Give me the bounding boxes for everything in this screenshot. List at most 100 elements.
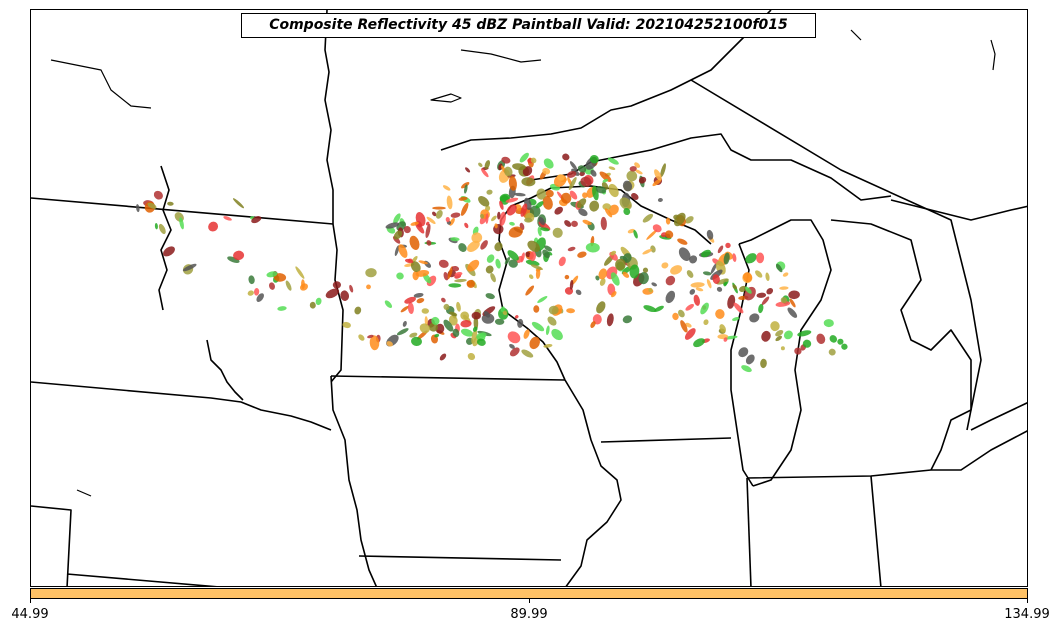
reflectivity-blob [579,171,585,177]
reflectivity-blob [837,338,844,345]
reflectivity-blob [789,298,796,308]
reflectivity-blob [642,213,654,223]
reflectivity-blob [582,192,588,199]
reflectivity-blob [542,167,551,175]
sd-ne-border [31,381,332,431]
reflectivity-blob [701,249,711,258]
reflectivity-blob [622,180,633,192]
reflectivity-blob [629,264,640,279]
reflectivity-blob [295,266,305,279]
reflectivity-blob [742,272,753,283]
reflectivity-blob [551,328,563,341]
reflectivity-blob [543,343,553,348]
reflectivity-blob [499,200,504,210]
reflectivity-blob [530,264,543,271]
reflectivity-blob [509,347,520,357]
state-boundaries [31,10,1027,586]
reflectivity-blob [582,219,592,226]
reflectivity-blob [158,223,166,235]
reflectivity-blob [634,162,641,168]
reflectivity-blob [525,251,531,258]
reflectivity-blob [685,322,692,328]
reflectivity-blob [629,166,637,172]
reflectivity-blob [756,252,765,264]
map-panel [30,9,1028,587]
reflectivity-blob [775,301,791,307]
reflectivity-blob [611,291,617,298]
reflectivity-blob [467,259,480,272]
reflectivity-blob [569,279,574,290]
reflectivity-blob [536,188,547,200]
reflectivity-blob [554,206,563,215]
reflectivity-blob [608,204,619,216]
reflectivity-blob [460,202,469,216]
missouri-river-sd [206,339,244,401]
reflectivity-blob [366,284,371,290]
reflectivity-blob [354,306,362,315]
reflectivity-blob [610,250,617,256]
reflectivity-blob [755,270,763,278]
reflectivity-blob [384,300,393,309]
reflectivity-blob [485,293,495,300]
reflectivity-blob [431,316,440,325]
reflectivity-blob [256,293,264,302]
reflectivity-blob [758,303,764,314]
mn-ia-border [330,375,566,381]
reflectivity-blob [770,321,780,332]
reflectivity-blob [841,343,848,350]
reflectivity-blob [622,253,632,263]
reflectivity-blob [167,201,174,206]
reflectivity-blob [745,354,755,365]
map-title: Composite Reflectivity 45 dBZ Paintball … [241,13,816,38]
reflectivity-blob [660,163,666,178]
reflectivity-blob [411,336,422,347]
reflectivity-blob [689,255,698,264]
reflectivity-blob [575,289,582,296]
ne-ks-border [31,505,72,586]
reflectivity-blob [782,272,789,277]
reflectivity-blob [147,202,157,209]
reflectivity-blob [529,336,540,350]
reflectivity-blob [452,328,460,338]
reflectivity-blob [400,305,409,313]
reflectivity-blob [485,265,494,274]
reflectivity-blob [508,226,523,238]
il-wi-border [600,437,732,443]
lake-michigan-east [738,219,832,487]
reflectivity-blob [438,259,449,268]
reflectivity-blob [432,206,446,210]
reflectivity-blob [578,208,588,217]
reflectivity-blob [442,185,451,191]
reflectivity-blob [739,285,747,292]
reflectivity-blob [450,212,461,218]
reflectivity-blob [426,240,432,246]
reflectivity-blob [749,313,760,323]
missouri-river-nd [158,165,172,311]
reflectivity-blob [531,321,545,332]
reflectivity-blob [425,223,431,238]
reflectivity-blob [480,240,488,250]
reflectivity-blob [717,245,724,254]
reflectivity-blob [248,275,255,285]
reflectivity-blob [562,153,570,161]
reflectivity-blob [494,242,503,252]
reflectivity-blob [680,320,688,333]
reflectivity-blob [273,273,287,282]
reflectivity-blob [727,294,736,309]
reflectivity-blob [309,301,316,309]
reflectivity-blob [545,189,554,198]
reflectivity-blob [396,328,409,336]
reflectivity-blob [523,329,530,339]
reflectivity-blob [788,290,800,300]
reflectivity-blob [520,203,528,217]
reflectivity-blob [443,271,449,281]
reflectivity-blob [393,230,403,240]
reflectivity-blob [596,301,606,314]
reflectivity-blob [678,247,691,261]
reflectivity-blob [756,292,767,298]
reflectivity-blob [507,250,519,261]
reflectivity-blob [404,296,416,304]
reflectivity-blob [504,166,513,177]
reflectivity-blob [538,217,545,225]
reflectivity-blob [673,212,686,227]
